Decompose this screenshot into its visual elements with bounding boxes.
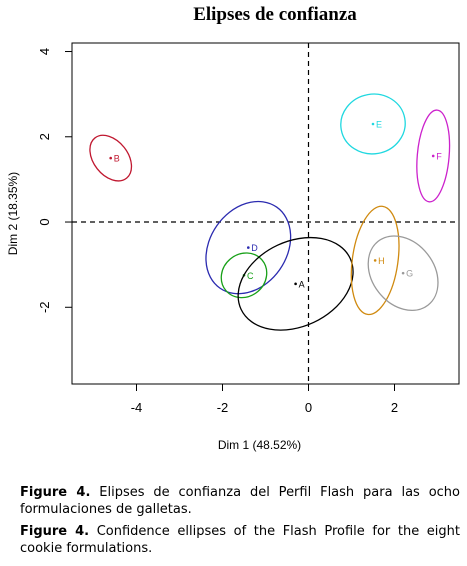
chart: Elipses de confianza -4 -2 0 2 -2 0 2 4 Dim 1 (48… — [6, 4, 460, 452]
caption-text-english: Confidence ellipses of the Flash Profile… — [20, 524, 460, 556]
point-label-f: F — [436, 151, 442, 161]
point-b — [109, 156, 112, 160]
confidence-ellipse-b — [89, 134, 133, 182]
y-tick-label: -2 — [37, 301, 52, 313]
point-label-g: G — [406, 269, 413, 279]
point-a — [294, 282, 297, 286]
point-label-h: H — [378, 256, 385, 266]
point-label-c: C — [247, 271, 254, 281]
point-label-b: B — [114, 154, 120, 164]
point-e — [371, 122, 375, 126]
confidence-ellipse-c — [220, 252, 268, 299]
chart-title: Elipses de confianza — [193, 4, 357, 25]
point-f — [431, 154, 435, 158]
point-label-e: E — [376, 119, 382, 129]
caption-label-english: Figure 4. — [20, 524, 90, 539]
y-tick-label: 4 — [37, 48, 52, 55]
confidence-ellipse-d — [205, 200, 292, 295]
confidence-ellipse-e — [340, 93, 406, 155]
figure-caption-spanish: Figure 4. Elipses de confianza del Perfi… — [20, 484, 460, 518]
point-label-d: D — [251, 243, 258, 253]
confidence-ellipse-a — [237, 236, 354, 331]
confidence-ellipse-f — [416, 109, 451, 203]
point-label-a: A — [299, 279, 305, 289]
x-tick-label: -4 — [131, 400, 143, 415]
point-h — [373, 259, 377, 262]
confidence-ellipse-h — [350, 205, 400, 316]
confidence-ellipse-g — [367, 235, 439, 311]
plot-frame — [71, 42, 460, 385]
x-tick-label: -2 — [217, 400, 229, 415]
point-d — [247, 246, 250, 249]
y-tick-label: 0 — [37, 218, 52, 225]
x-axis-label: Dim 1 (48.52%) — [218, 438, 301, 452]
x-tick-label: 2 — [391, 400, 398, 415]
y-axis-label: Dim 2 (18.35%) — [6, 172, 20, 255]
figure-caption-english: Figure 4. Confidence ellipses of the Fla… — [20, 523, 460, 557]
y-tick-label: 2 — [37, 133, 52, 140]
point-g — [401, 271, 405, 275]
caption-label-spanish: Figure 4. — [20, 485, 91, 500]
caption-text-spanish: Elipses de confianza del Perfil Flash pa… — [20, 485, 460, 517]
x-tick-label: 0 — [305, 400, 312, 415]
